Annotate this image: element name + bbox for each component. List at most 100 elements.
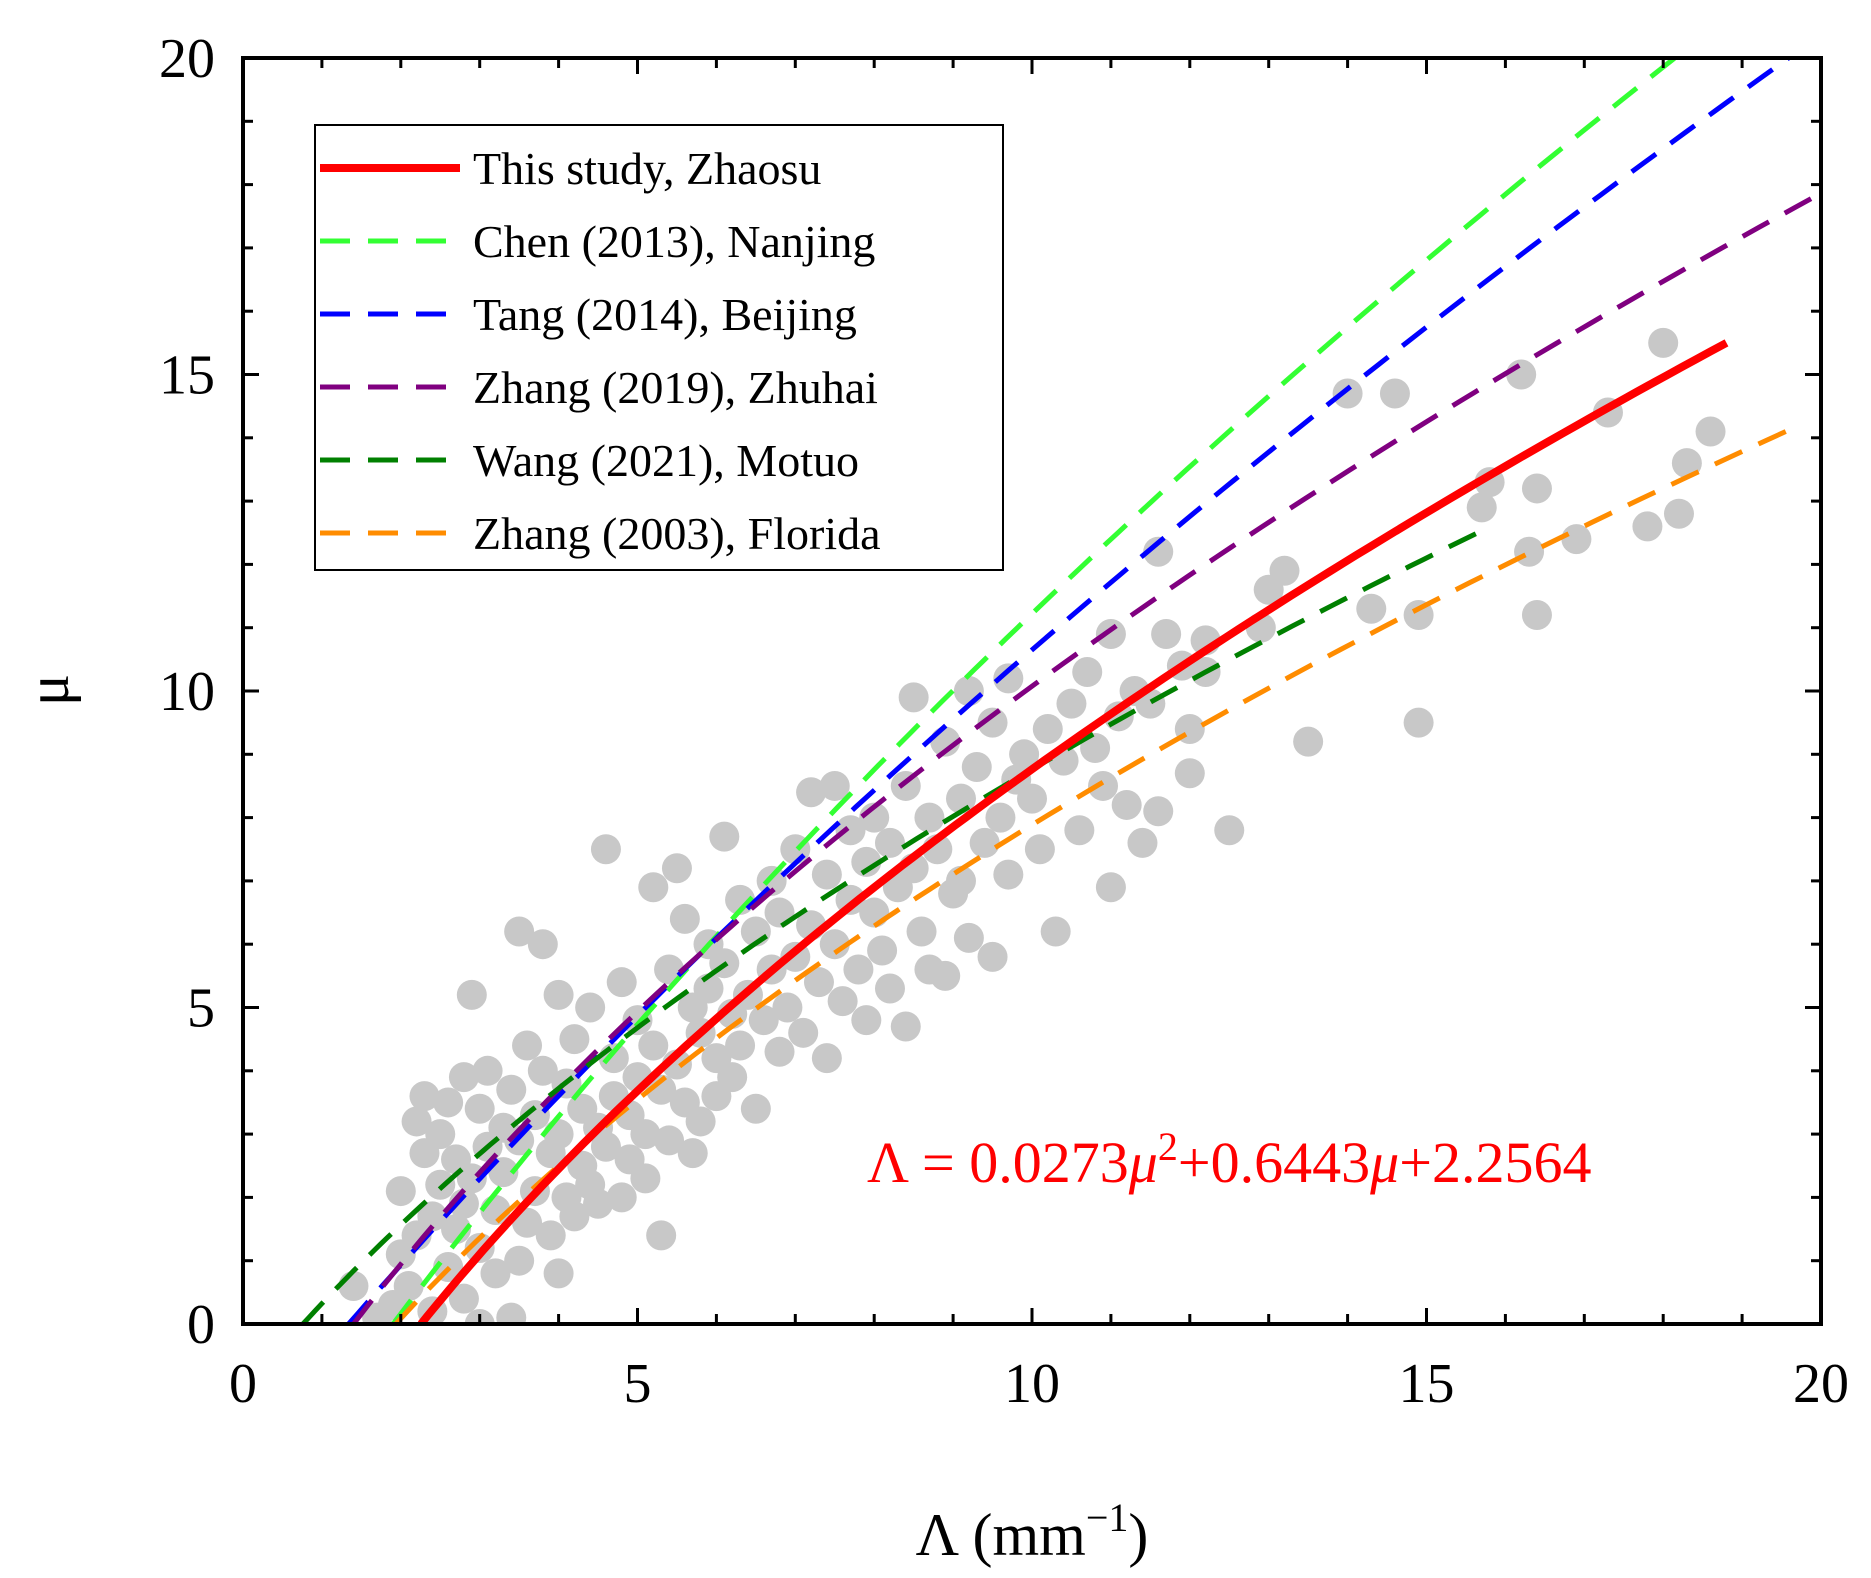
scatter-point-71 xyxy=(638,1030,669,1061)
scatter-point-106 xyxy=(796,777,827,808)
scatter-point-156 xyxy=(1072,657,1103,688)
scatter-point-134 xyxy=(930,960,961,991)
scatter-point-63 xyxy=(606,967,637,998)
y-tick-label: 0 xyxy=(187,1294,215,1356)
scatter-point-116 xyxy=(843,954,874,985)
scatter-point-33 xyxy=(496,1074,527,1105)
x-tick-label: 10 xyxy=(1004,1353,1060,1415)
scatter-point-196 xyxy=(1695,416,1726,447)
scatter-point-72 xyxy=(646,1074,677,1105)
scatter-point-188 xyxy=(1521,600,1552,631)
scatter-point-192 xyxy=(1632,511,1663,542)
scatter-point-21 xyxy=(456,979,487,1010)
scatter-point-140 xyxy=(961,751,992,782)
x-tick-label: 20 xyxy=(1793,1353,1849,1415)
legend-box xyxy=(314,124,1004,571)
scatter-point-145 xyxy=(993,663,1024,694)
series-line-2 xyxy=(346,58,1791,1324)
legend-label-4: Wang (2021), Motuo xyxy=(473,435,859,486)
scatter-point-174 xyxy=(1214,815,1245,846)
series-line-1 xyxy=(391,58,1677,1324)
y-tick-label: 15 xyxy=(159,345,215,407)
scatter-point-34 xyxy=(504,916,535,947)
scatter-point-111 xyxy=(819,770,850,801)
scatter-point-108 xyxy=(803,967,834,998)
scatter-point-151 xyxy=(1032,713,1063,744)
scatter-point-7 xyxy=(401,1106,432,1137)
tick-labels: 0 5 10 15 20 0 5 10 15 20 xyxy=(159,28,1849,1415)
scatter-point-12 xyxy=(425,1169,456,1200)
scatter-point-27 xyxy=(472,1055,503,1086)
scatter-point-24 xyxy=(464,1093,495,1124)
scatter-point-168 xyxy=(1151,619,1182,650)
scatter-point-28 xyxy=(480,1258,511,1289)
legend-label-1: Chen (2013), Nanjing xyxy=(473,216,875,267)
series-line-0 xyxy=(417,339,1729,1324)
legend-label-2: Tang (2014), Beijing xyxy=(473,289,857,340)
scatter-point-155 xyxy=(1064,815,1095,846)
scatter-point-127 xyxy=(898,682,929,713)
scatter-point-183 xyxy=(1403,707,1434,738)
x-tick-label: 15 xyxy=(1399,1353,1455,1415)
scatter-point-50 xyxy=(559,1024,590,1055)
scatter-point-68 xyxy=(630,1119,661,1150)
scatter-point-110 xyxy=(811,1043,842,1074)
x-tick-label: 5 xyxy=(624,1353,652,1415)
scatter-point-195 xyxy=(1671,448,1702,479)
scatter-point-162 xyxy=(1111,789,1142,820)
scatter-point-91 xyxy=(717,1062,748,1093)
scatter-point-154 xyxy=(1056,688,1087,719)
scatter-point-152 xyxy=(1040,916,1071,947)
scatter-point-58 xyxy=(590,834,621,865)
scatter-point-70 xyxy=(638,872,669,903)
scatter-point-126 xyxy=(890,1011,921,1042)
scatter-point-190 xyxy=(1561,524,1592,555)
scatter-point-97 xyxy=(748,1005,779,1036)
scatter-point-54 xyxy=(575,992,606,1023)
scatter-point-51 xyxy=(559,1201,590,1232)
scatter-point-95 xyxy=(740,1093,771,1124)
scatter-point-160 xyxy=(1095,872,1126,903)
scatter-point-121 xyxy=(867,935,898,966)
scatter-point-171 xyxy=(1174,758,1205,789)
scatter-point-18 xyxy=(448,1283,479,1314)
scatter-point-37 xyxy=(512,1030,543,1061)
scatter-point-123 xyxy=(874,973,905,1004)
legend-label-3: Zhang (2019), Zhuhai xyxy=(473,362,878,413)
scatter-point-11 xyxy=(417,1201,448,1232)
scatter-point-42 xyxy=(527,1055,558,1086)
scatter-point-167 xyxy=(1143,796,1174,827)
scatter-point-158 xyxy=(1088,770,1119,801)
scatter-point-8 xyxy=(409,1081,440,1112)
y-axis-title: μ xyxy=(15,674,81,706)
scatter-point-118 xyxy=(851,1005,882,1036)
scatter-point-4 xyxy=(385,1176,416,1207)
scatter-point-159 xyxy=(1095,619,1126,650)
scatter-point-85 xyxy=(693,973,724,1004)
scatter-point-181 xyxy=(1379,378,1410,409)
scatter-point-5 xyxy=(393,1271,424,1302)
scatter-point-61 xyxy=(598,1043,629,1074)
scatter-point-189 xyxy=(1521,473,1552,504)
y-tick-label: 5 xyxy=(187,978,215,1040)
scatter-point-99 xyxy=(756,865,787,896)
scatter-point-178 xyxy=(1293,726,1324,757)
scatter-point-0 xyxy=(338,1271,369,1302)
scatter-point-148 xyxy=(1009,739,1040,770)
scatter-point-45 xyxy=(543,979,574,1010)
scatter-point-76 xyxy=(661,853,692,884)
scatter-point-19 xyxy=(448,1062,479,1093)
scatter-point-73 xyxy=(646,1220,677,1251)
scatter-point-83 xyxy=(685,1106,716,1137)
scatter-point-15 xyxy=(433,1087,464,1118)
fit-lines xyxy=(301,58,1821,1324)
scatter-point-139 xyxy=(953,922,984,953)
scatter-point-186 xyxy=(1506,359,1537,390)
series-line-4 xyxy=(301,524,1492,1324)
scatter-point-32 xyxy=(496,1302,527,1324)
scatter-point-43 xyxy=(535,1220,566,1251)
scatter-point-141 xyxy=(969,827,1000,858)
x-tick-label: 0 xyxy=(229,1353,257,1415)
scatter-point-194 xyxy=(1663,498,1694,529)
